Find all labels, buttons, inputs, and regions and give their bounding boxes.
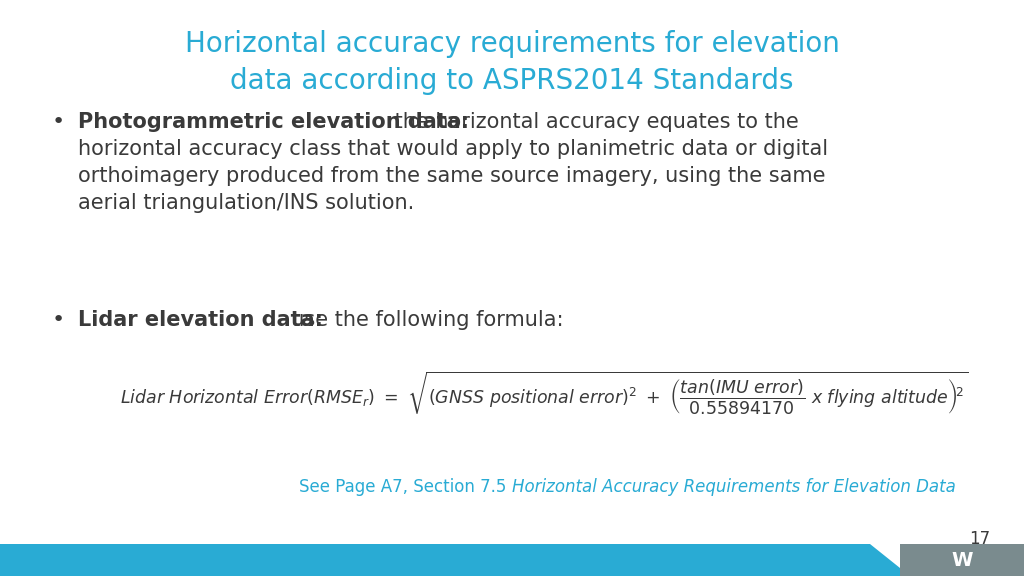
Text: See Page A7, Section 7.5: See Page A7, Section 7.5	[299, 478, 512, 496]
Text: the horizontal accuracy equates to the: the horizontal accuracy equates to the	[388, 112, 799, 132]
Text: •: •	[52, 310, 66, 330]
Text: horizontal accuracy class that would apply to planimetric data or digital: horizontal accuracy class that would app…	[78, 139, 828, 159]
Text: aerial triangulation/INS solution.: aerial triangulation/INS solution.	[78, 193, 415, 213]
Bar	[0, 544, 870, 576]
Text: $\mathit{Lidar\ Horizontal\ Error(RMSE_r)}\ =\ \sqrt{\mathit{(GNSS\ positional\ : $\mathit{Lidar\ Horizontal\ Error(RMSE_r…	[120, 370, 969, 417]
Text: 17: 17	[969, 530, 990, 548]
Bar	[900, 544, 1024, 576]
Text: Photogrammetric elevation data:: Photogrammetric elevation data:	[78, 112, 469, 132]
Text: Horizontal Accuracy Requirements for Elevation Data: Horizontal Accuracy Requirements for Ele…	[512, 478, 955, 496]
Text: orthoimagery produced from the same source imagery, using the same: orthoimagery produced from the same sour…	[78, 166, 825, 186]
Text: use the following formula:: use the following formula:	[278, 310, 563, 330]
Text: W: W	[951, 551, 973, 570]
Text: •: •	[52, 112, 66, 132]
Polygon shape	[870, 544, 910, 576]
Text: Lidar elevation data:: Lidar elevation data:	[78, 310, 323, 330]
Text: Horizontal accuracy requirements for elevation
data according to ASPRS2014 Stand: Horizontal accuracy requirements for ele…	[184, 30, 840, 95]
